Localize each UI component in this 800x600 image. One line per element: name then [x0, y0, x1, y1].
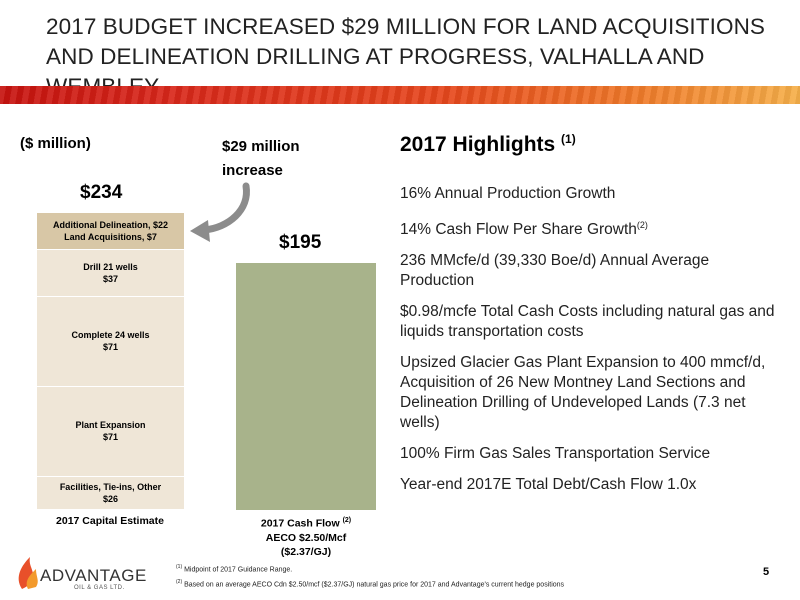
footnote: (2) Based on an average AECO Cdn $2.50/m… — [176, 576, 564, 591]
footnotes: (1) Midpoint of 2017 Guidance Range. (2) … — [176, 561, 564, 592]
stack-segment-label: Facilities, Tie-ins, Other $26 — [60, 481, 161, 505]
capital-stacked-bar: Additional Delineation, $22 Land Acquisit… — [37, 213, 184, 510]
unit-label: ($ million) — [20, 135, 91, 152]
stack-segment: Facilities, Tie-ins, Other $26 — [37, 476, 184, 510]
page-number: 5 — [763, 566, 770, 578]
stack-segment-label-line2: $26 — [102, 493, 119, 504]
stack-segment-label: Complete 24 wells $71 — [71, 329, 149, 353]
stack-segment-label: Plant Expansion $71 — [75, 419, 145, 443]
highlight-item: 236 MMcfe/d (39,330 Boe/d) Annual Averag… — [400, 251, 785, 291]
stack-segment: Plant Expansion $71 — [37, 386, 184, 477]
header-band — [0, 86, 800, 104]
highlights-list: 16% Annual Production Growth 14% Cash Flo… — [400, 184, 785, 506]
stack-segment-label-line1: Drill 21 wells — [83, 261, 138, 272]
footnote: (1) Midpoint of 2017 Guidance Range. — [176, 561, 564, 576]
x-cashflow-line2: AECO $2.50/Mcf — [265, 531, 347, 544]
highlight-item: 14% Cash Flow Per Share Growth(2) — [400, 215, 785, 240]
cashflow-total-label: $195 — [279, 232, 322, 253]
highlights-title-text: 2017 Highlights — [400, 133, 556, 156]
logo-subtitle: OIL & GAS LTD. — [74, 585, 125, 591]
increase-line1: $29 million — [222, 138, 300, 155]
footnote-marker: (1) — [176, 564, 183, 570]
slide-title: 2017 BUDGET INCREASED $29 MILLION FOR LA… — [46, 12, 786, 102]
highlight-text: Year-end 2017E Total Debt/Cash Flow 1.0x — [400, 476, 697, 494]
highlight-sup: (2) — [636, 220, 648, 230]
x-cashflow-line3: ($2.37/GJ) — [280, 545, 332, 558]
highlight-text: 236 MMcfe/d (39,330 Boe/d) Annual Averag… — [400, 252, 710, 290]
stack-segment-label-line1: Facilities, Tie-ins, Other — [59, 481, 162, 492]
x-cashflow-sup: (2) — [342, 517, 352, 524]
slide-title-line2: AND DELINEATION DRILLING AT PROGRESS, VA… — [46, 44, 705, 99]
stack-segment: Additional Delineation, $22 Land Acquisit… — [37, 213, 184, 250]
stack-segment-label: Additional Delineation, $22 Land Acquisit… — [53, 219, 168, 243]
stack-segment: Drill 21 wells $37 — [37, 249, 184, 297]
highlight-text: Upsized Glacier Gas Plant Expansion to 4… — [400, 354, 766, 432]
highlight-item: 16% Annual Production Growth — [400, 184, 785, 204]
highlight-text: 16% Annual Production Growth — [400, 185, 616, 202]
highlight-text: 14% Cash Flow Per Share Growth — [400, 221, 637, 239]
stack-segment: Complete 24 wells $71 — [37, 296, 184, 387]
footnote-marker: (2) — [176, 579, 183, 586]
stack-segment-label-line2: $71 — [102, 342, 119, 353]
slide-title-line1: 2017 BUDGET INCREASED $29 MILLION FOR LA… — [46, 14, 766, 39]
stack-segment-label-line2: $37 — [102, 273, 119, 284]
stack-segment-label-line1: Additional Delineation, $22 — [52, 219, 169, 230]
increase-line2: increase — [222, 162, 283, 179]
stack-segment-label-line1: Plant Expansion — [75, 420, 146, 431]
x-label-capital: 2017 Capital Estimate — [56, 515, 164, 527]
highlight-text: $0.98/mcfe Total Cash Costs including na… — [400, 303, 775, 341]
curved-arrow-icon — [190, 182, 250, 242]
logo-name: ADVANTAGE — [40, 566, 147, 585]
x-cashflow-line1: 2017 Cash Flow — [260, 517, 340, 530]
footnote-text: Based on an average AECO Cdn $2.50/mcf (… — [182, 581, 565, 589]
stack-segment-label-line1: Complete 24 wells — [71, 330, 150, 341]
highlights-title: 2017 Highlights (1) — [400, 132, 576, 157]
highlights-title-sup: (1) — [561, 132, 576, 146]
advantage-logo-icon — [18, 557, 38, 589]
highlight-text: 100% Firm Gas Sales Transportation Servi… — [400, 445, 711, 463]
stack-segment-label-line2: $71 — [102, 432, 118, 443]
highlight-item: Year-end 2017E Total Debt/Cash Flow 1.0x — [400, 475, 785, 495]
highlight-item: $0.98/mcfe Total Cash Costs including na… — [400, 302, 785, 342]
stack-segment-label: Drill 21 wells $37 — [83, 261, 138, 285]
footnote-text: Midpoint of 2017 Guidance Range. — [182, 566, 293, 574]
increase-callout: $29 million increase — [222, 135, 342, 183]
stack-segment-label-line2: Land Acquisitions, $7 — [64, 231, 157, 242]
highlight-item: Upsized Glacier Gas Plant Expansion to 4… — [400, 353, 785, 433]
capital-total-label: $234 — [80, 182, 123, 203]
x-label-cashflow: 2017 Cash Flow (2) AECO $2.50/Mcf ($2.37… — [236, 514, 376, 559]
cashflow-bar — [236, 262, 376, 510]
highlight-item: 100% Firm Gas Sales Transportation Servi… — [400, 444, 785, 464]
